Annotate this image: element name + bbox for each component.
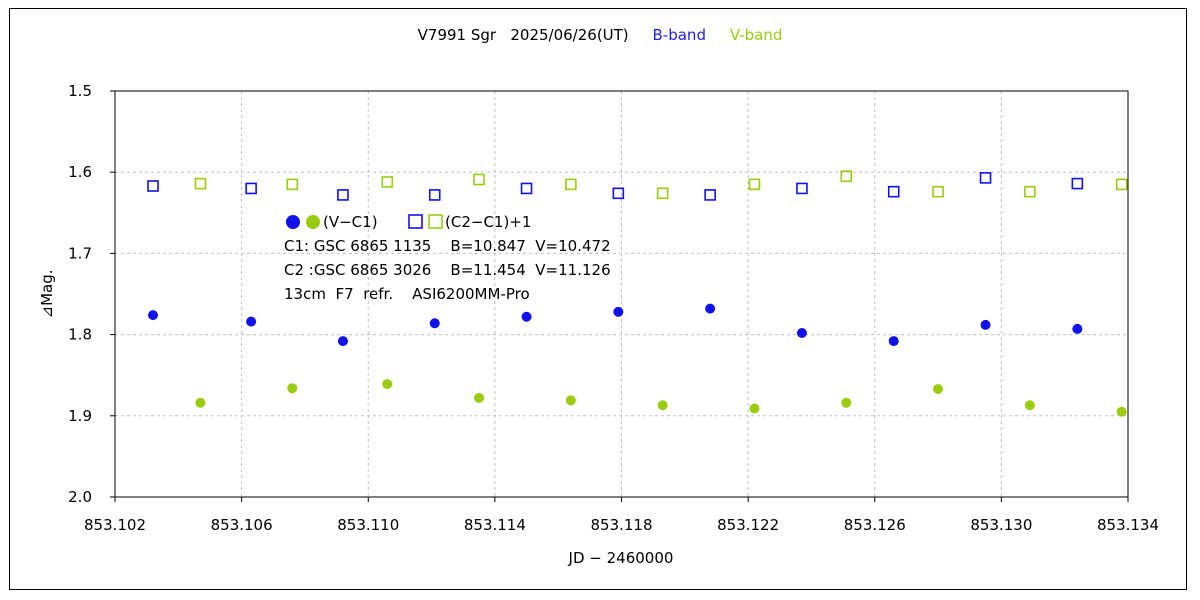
legend-v-open-marker xyxy=(428,214,443,229)
x-tick-label: 853.110 xyxy=(337,516,399,534)
b-band-v-c1-point xyxy=(980,319,991,330)
x-tick-label: 853.102 xyxy=(84,516,146,534)
axis-ticks: 853.102 853.106 853.110 853.114 853.118 853.1… xyxy=(68,82,1159,534)
chart-title-row: V7991 Sgr 2025/06/26(UT) B-band V-band xyxy=(0,26,1200,48)
y-tick-label: 1.5 xyxy=(68,82,92,100)
v-band-v-c1-point xyxy=(657,400,668,411)
legend-v-filled-marker xyxy=(306,215,320,229)
b-band-v-c1-point xyxy=(429,318,440,329)
v-band-c2-c1-point xyxy=(748,178,761,191)
v-band-v-c1-point xyxy=(1024,400,1035,411)
b-band-c2-c1-point xyxy=(796,182,808,195)
v-band-c2-c1-point xyxy=(286,178,299,191)
v-band-label: V-band xyxy=(729,26,783,44)
y-tick-label: 1.8 xyxy=(68,326,92,344)
v-band-v-c1-point xyxy=(474,392,485,403)
v-band-v-c1-point xyxy=(1116,406,1127,417)
v-band-v-c1-point xyxy=(841,397,852,408)
x-tick-label: 853.114 xyxy=(464,516,526,534)
b-band-c2-c1-point xyxy=(245,182,257,195)
v-band-v-c1-point xyxy=(195,397,206,408)
y-tick-label: 2.0 xyxy=(68,488,92,506)
chart-frame xyxy=(9,8,1187,590)
legend-v-c1-label: (V−C1) xyxy=(323,213,378,231)
y-tick-label: 1.6 xyxy=(68,163,92,181)
b-band-v-c1-point xyxy=(796,327,807,338)
legend-c2-c1-label: (C2−C1)+1 xyxy=(445,213,531,231)
x-tick-label: 853.130 xyxy=(970,516,1032,534)
b-band-c2-c1-point xyxy=(979,172,992,184)
v-band-c2-c1-point xyxy=(840,170,853,183)
b-band-v-c1-point xyxy=(1072,323,1083,334)
v-band-v-c1-point xyxy=(287,383,298,394)
grid-lines xyxy=(115,91,1128,497)
x-tick-label: 853.118 xyxy=(590,516,652,534)
b-band-v-c1-point xyxy=(337,336,348,347)
x-tick-label: 853.106 xyxy=(211,516,273,534)
v-band-v-c1-point xyxy=(933,384,944,395)
v-band-c2-c1-point xyxy=(1024,185,1036,198)
chart-title: V7991 Sgr 2025/06/26(UT) xyxy=(417,26,629,44)
b-band-v-c1-point xyxy=(147,310,158,321)
legend-b-filled-marker xyxy=(286,215,300,229)
b-band-v-c1-point xyxy=(705,303,716,314)
legend-line-instrument: 13cm F7 refr. ASI6200MM-Pro xyxy=(284,285,530,303)
b-band-c2-c1-point xyxy=(887,185,900,198)
y-tick-label: 1.7 xyxy=(68,244,92,262)
v-band-v-c1-point xyxy=(565,395,576,406)
x-tick-label: 853.134 xyxy=(1097,516,1159,534)
b-band-c2-c1-point xyxy=(337,189,349,201)
legend: (V−C1) (C2−C1)+1 C1: GSC 6865 1135 B=10.… xyxy=(284,213,611,303)
x-tick-label: 853.126 xyxy=(844,516,906,534)
x-axis-title: JD − 2460000 xyxy=(568,549,674,567)
v-band-c2-c1-point xyxy=(1115,178,1128,191)
data-points xyxy=(147,170,1128,417)
b-band-c2-c1-point xyxy=(1071,177,1084,190)
legend-b-open-marker xyxy=(408,214,423,229)
v-band-c2-c1-point xyxy=(656,187,669,200)
v-band-v-c1-point xyxy=(382,379,393,390)
legend-line-c1: C1: GSC 6865 1135 B=10.847 V=10.472 xyxy=(284,237,611,255)
b-band-v-c1-point xyxy=(521,311,532,322)
legend-line-c2: C2 :GSC 6865 3026 B=11.454 V=11.126 xyxy=(284,261,611,279)
b-band-c2-c1-point xyxy=(520,182,533,195)
b-band-label: B-band xyxy=(652,26,706,44)
v-band-v-c1-point xyxy=(749,403,760,414)
v-band-c2-c1-point xyxy=(194,177,207,190)
v-band-c2-c1-point xyxy=(565,178,577,191)
x-tick-label: 853.122 xyxy=(717,516,779,534)
b-band-v-c1-point xyxy=(888,336,899,347)
b-band-c2-c1-point xyxy=(612,187,625,200)
v-band-c2-c1-point xyxy=(381,176,394,188)
b-band-v-c1-point xyxy=(246,316,257,327)
y-tick-label: 1.9 xyxy=(68,407,92,425)
b-band-c2-c1-point xyxy=(704,189,716,201)
y-axis-title: ⊿Mag. xyxy=(38,270,56,319)
v-band-c2-c1-point xyxy=(932,185,944,198)
b-band-c2-c1-point xyxy=(147,180,159,192)
v-band-c2-c1-point xyxy=(473,173,485,186)
b-band-c2-c1-point xyxy=(428,189,441,201)
b-band-v-c1-point xyxy=(613,306,624,317)
